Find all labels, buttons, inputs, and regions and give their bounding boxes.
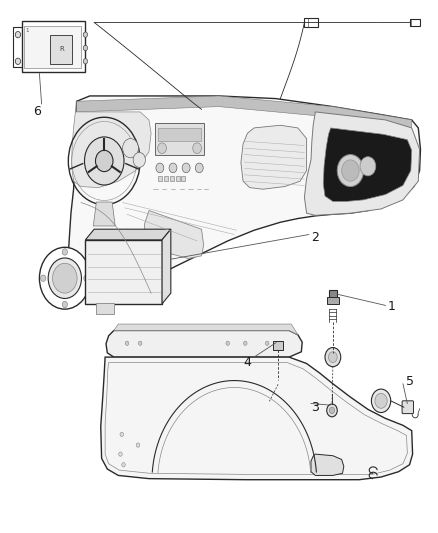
Circle shape: [371, 389, 391, 413]
Circle shape: [120, 432, 124, 437]
Polygon shape: [311, 454, 344, 475]
Circle shape: [158, 143, 166, 154]
FancyBboxPatch shape: [22, 21, 85, 72]
Polygon shape: [77, 96, 412, 131]
FancyBboxPatch shape: [304, 18, 318, 27]
Polygon shape: [93, 202, 115, 226]
Circle shape: [244, 341, 247, 345]
FancyBboxPatch shape: [328, 290, 337, 298]
FancyBboxPatch shape: [24, 26, 81, 68]
Circle shape: [226, 341, 230, 345]
Circle shape: [325, 348, 341, 367]
Circle shape: [95, 150, 113, 172]
Circle shape: [375, 393, 387, 408]
Text: 3: 3: [311, 401, 319, 414]
Polygon shape: [241, 125, 307, 189]
Polygon shape: [85, 229, 171, 240]
Circle shape: [85, 137, 124, 185]
FancyBboxPatch shape: [158, 128, 201, 141]
Circle shape: [122, 463, 125, 467]
Circle shape: [41, 275, 46, 281]
Circle shape: [195, 163, 203, 173]
Circle shape: [337, 155, 364, 187]
FancyBboxPatch shape: [85, 240, 162, 304]
Circle shape: [125, 341, 129, 345]
Circle shape: [83, 59, 88, 64]
Polygon shape: [101, 357, 413, 480]
Circle shape: [84, 275, 89, 281]
Circle shape: [328, 352, 337, 362]
Circle shape: [360, 157, 376, 176]
Circle shape: [138, 341, 142, 345]
Circle shape: [265, 341, 269, 345]
FancyBboxPatch shape: [164, 176, 168, 181]
FancyBboxPatch shape: [96, 303, 114, 314]
Text: 4: 4: [244, 356, 251, 369]
Circle shape: [83, 32, 88, 37]
Circle shape: [136, 443, 140, 447]
Circle shape: [62, 249, 67, 255]
Polygon shape: [145, 211, 204, 259]
Polygon shape: [106, 330, 302, 357]
Text: 6: 6: [33, 106, 41, 118]
Polygon shape: [114, 324, 298, 335]
Circle shape: [329, 407, 335, 414]
Circle shape: [83, 45, 88, 51]
FancyBboxPatch shape: [181, 176, 185, 181]
FancyBboxPatch shape: [50, 35, 72, 64]
FancyBboxPatch shape: [155, 123, 204, 155]
Polygon shape: [162, 229, 171, 304]
FancyBboxPatch shape: [158, 176, 162, 181]
FancyBboxPatch shape: [273, 341, 283, 350]
Circle shape: [119, 452, 122, 456]
Polygon shape: [68, 96, 420, 294]
Circle shape: [15, 31, 21, 38]
Text: 2: 2: [311, 231, 319, 244]
Circle shape: [169, 163, 177, 173]
Text: 5: 5: [406, 375, 413, 387]
Circle shape: [39, 247, 90, 309]
FancyBboxPatch shape: [402, 401, 413, 414]
Polygon shape: [71, 112, 151, 188]
Circle shape: [156, 163, 164, 173]
Circle shape: [53, 263, 77, 293]
Circle shape: [342, 160, 359, 181]
FancyBboxPatch shape: [170, 176, 174, 181]
Text: 1: 1: [25, 28, 29, 33]
Circle shape: [62, 301, 67, 308]
Polygon shape: [323, 128, 412, 201]
Text: R: R: [59, 46, 64, 52]
Circle shape: [48, 258, 81, 298]
Circle shape: [182, 163, 190, 173]
Text: 1: 1: [388, 300, 396, 313]
Polygon shape: [77, 272, 127, 292]
Circle shape: [123, 139, 138, 158]
FancyBboxPatch shape: [13, 27, 23, 67]
FancyBboxPatch shape: [327, 297, 339, 304]
Circle shape: [193, 143, 201, 154]
Circle shape: [327, 404, 337, 417]
Circle shape: [133, 152, 145, 167]
Polygon shape: [304, 112, 420, 215]
FancyBboxPatch shape: [410, 19, 420, 26]
FancyBboxPatch shape: [176, 176, 180, 181]
Circle shape: [15, 58, 21, 64]
